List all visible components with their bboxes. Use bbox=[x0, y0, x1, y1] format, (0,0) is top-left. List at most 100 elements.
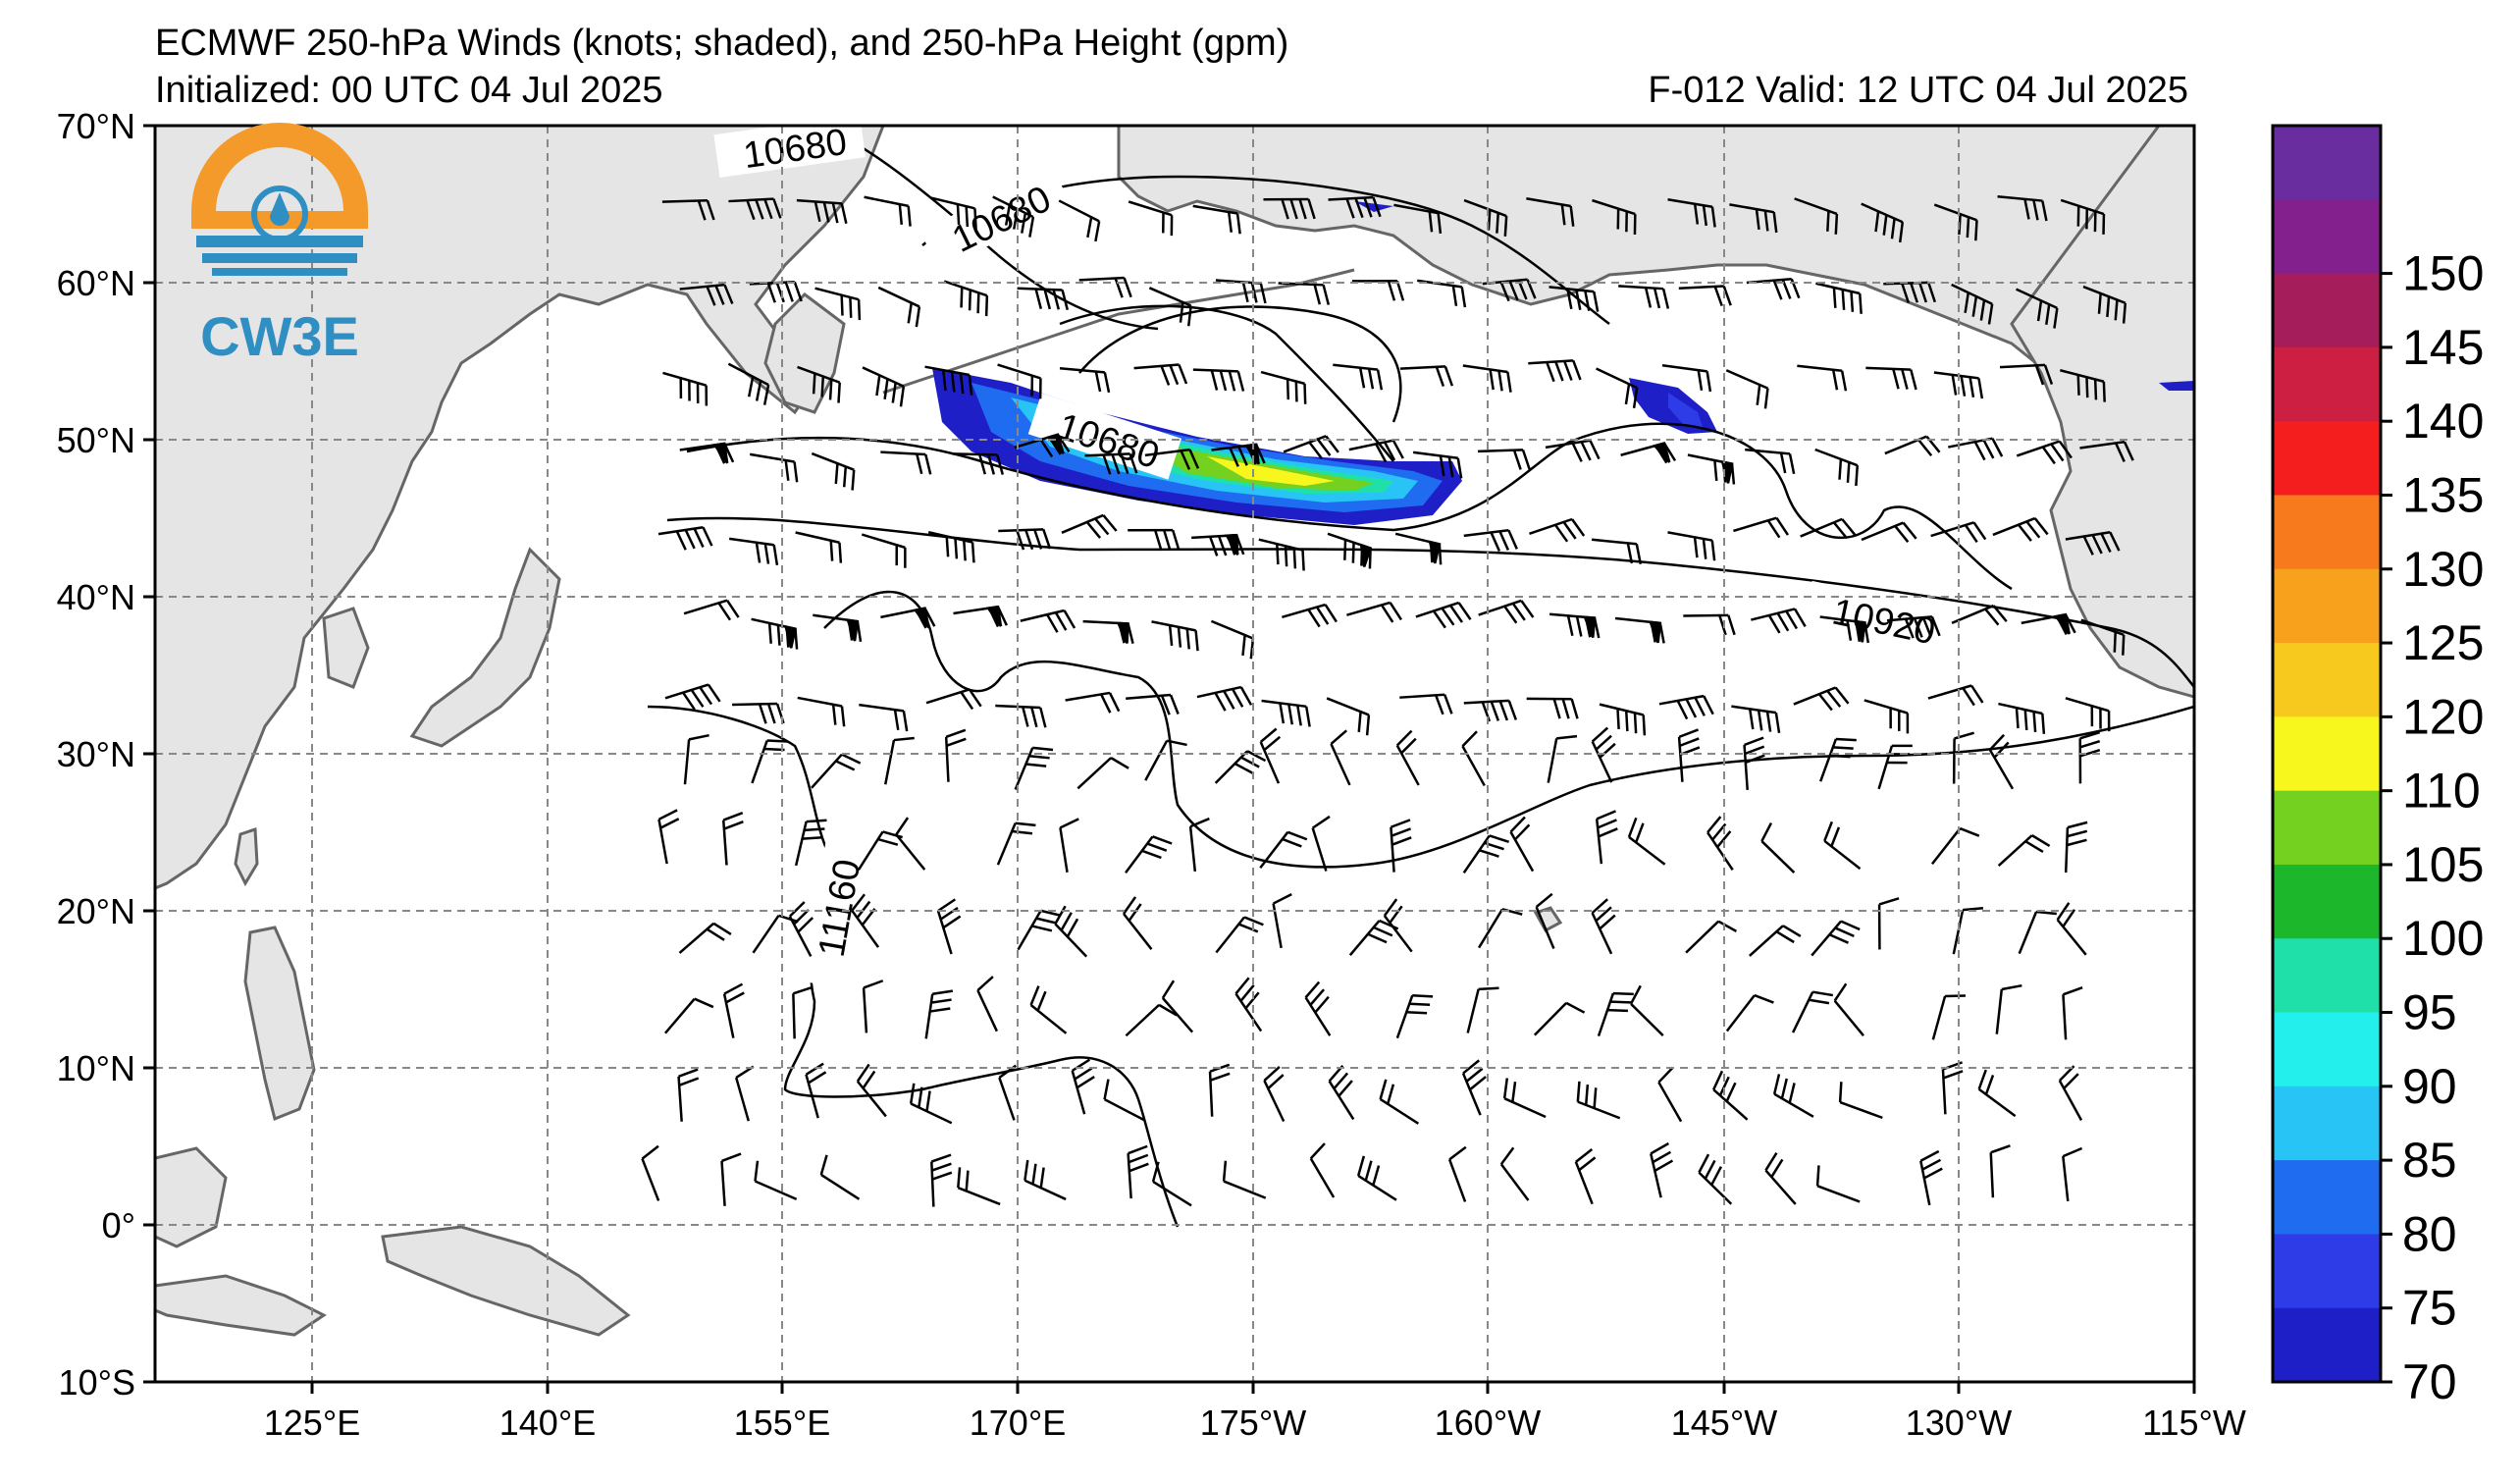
wind-barb bbox=[1995, 983, 2022, 1034]
wind-barb bbox=[1791, 990, 1834, 1033]
colorbar-band bbox=[2273, 273, 2381, 348]
colorbar-band bbox=[2273, 346, 2381, 422]
wind-barb bbox=[1549, 286, 1600, 312]
wind-barb bbox=[721, 812, 744, 866]
colorbar-label: 80 bbox=[2402, 1206, 2457, 1261]
wind-barb bbox=[1071, 1058, 1095, 1115]
wind-barb bbox=[1477, 449, 1531, 470]
wind-barb bbox=[1745, 448, 1796, 475]
wind-barb bbox=[859, 703, 909, 732]
wind-barb bbox=[1065, 691, 1121, 714]
wind-barb bbox=[1346, 601, 1402, 623]
wind-barb bbox=[1304, 980, 1332, 1036]
wind-barb bbox=[1930, 521, 1987, 543]
land-aleutians bbox=[882, 268, 1355, 395]
wind-barb bbox=[1144, 739, 1187, 781]
wind-barb bbox=[2060, 198, 2106, 235]
wind-barb bbox=[2065, 697, 2111, 732]
wind-barb bbox=[1311, 815, 1331, 872]
wind-barb bbox=[909, 1083, 953, 1125]
wind-barb bbox=[1667, 198, 1716, 228]
wind-barb bbox=[1919, 1149, 1943, 1206]
wind-barb bbox=[1215, 916, 1264, 954]
wind-barb bbox=[1547, 734, 1578, 783]
wind-barb bbox=[1819, 615, 1870, 644]
wind-barb bbox=[1309, 1142, 1336, 1198]
colorbar-label: 145 bbox=[2402, 320, 2484, 375]
wind-barb bbox=[728, 537, 779, 566]
land-borneo bbox=[155, 1146, 228, 1248]
wind-barb bbox=[811, 451, 856, 491]
wind-barb bbox=[1997, 194, 2048, 222]
colorbar-label: 125 bbox=[2402, 615, 2484, 670]
map-panel: 10680 10680 10680 10920 11160 bbox=[155, 126, 2194, 1382]
colorbar-band bbox=[2273, 1012, 2381, 1087]
colorbar-band bbox=[2273, 1160, 2381, 1235]
wind-barb bbox=[1698, 1153, 1733, 1205]
wind-barb bbox=[1861, 202, 1905, 243]
wind-barb bbox=[1535, 892, 1555, 949]
wind-barb bbox=[2078, 731, 2101, 784]
lat-label: 10°N bbox=[57, 1048, 135, 1088]
valid-time: F-012 Valid: 12 UTC 04 Jul 2025 bbox=[1648, 70, 2188, 111]
cw3e-logo: CW3E bbox=[191, 123, 368, 367]
wind-barb bbox=[2056, 902, 2087, 956]
wind-barb bbox=[1998, 702, 2046, 734]
lat-labels: 70°N 60°N 50°N 40°N 30°N 20°N 10°N 0° 10… bbox=[57, 106, 135, 1403]
wind-barb bbox=[1599, 703, 1647, 736]
wind-barb bbox=[1529, 517, 1586, 543]
colorbar-label: 90 bbox=[2402, 1059, 2457, 1114]
colorbar-band bbox=[2273, 568, 2381, 644]
wind-barb bbox=[1533, 1001, 1586, 1036]
wind-barb bbox=[1988, 733, 2015, 790]
wind-barb bbox=[1017, 909, 1062, 951]
wind-barb bbox=[1818, 737, 1857, 782]
colorbar-label: 120 bbox=[2402, 689, 2484, 744]
colorbar-band bbox=[2273, 938, 2381, 1014]
wind-barb bbox=[1667, 531, 1716, 561]
wind-barb bbox=[1992, 516, 2049, 542]
wind-barb bbox=[1989, 1144, 2011, 1198]
wind-barb bbox=[998, 528, 1052, 551]
wind-barb bbox=[1499, 1146, 1530, 1201]
wind-barb bbox=[1815, 1165, 1861, 1203]
wind-barb bbox=[1328, 1064, 1355, 1121]
wind-barb bbox=[722, 982, 745, 1038]
wind-barb bbox=[1574, 1147, 1597, 1205]
wind-barb bbox=[1877, 897, 1900, 950]
wind-barbs bbox=[641, 194, 2134, 1207]
wind-barb bbox=[1259, 727, 1282, 784]
wind-barb bbox=[1017, 287, 1070, 310]
lon-label: 125°E bbox=[264, 1403, 360, 1443]
colorbar-label: 85 bbox=[2402, 1133, 2457, 1188]
wind-barb bbox=[1161, 980, 1194, 1033]
lat-label: 30°N bbox=[57, 734, 135, 774]
wind-barb bbox=[976, 976, 999, 1033]
wind-barb bbox=[811, 753, 862, 789]
wind-barb bbox=[1618, 285, 1670, 309]
lon-label: 175°W bbox=[1200, 1403, 1306, 1443]
wind-barb bbox=[732, 702, 785, 724]
wind-barb bbox=[936, 898, 962, 955]
wind-barb bbox=[1258, 538, 1305, 571]
wind-barb bbox=[2079, 440, 2134, 462]
wind-barb bbox=[1591, 538, 1643, 565]
wind-barb bbox=[1772, 1074, 1814, 1118]
wind-barb bbox=[1760, 821, 1796, 874]
gridlines bbox=[155, 126, 2194, 1382]
wind-barb bbox=[1192, 368, 1245, 392]
wind-barb bbox=[1462, 364, 1512, 393]
colorbar-band bbox=[2273, 1086, 2381, 1161]
wind-barb bbox=[1356, 1155, 1397, 1201]
wind-barb bbox=[1260, 370, 1307, 404]
wind-barb bbox=[1952, 907, 1984, 955]
wind-barb bbox=[2062, 1146, 2083, 1201]
wind-barb bbox=[727, 362, 770, 405]
wind-barb bbox=[1977, 1069, 2017, 1118]
lat-label: 20°N bbox=[57, 891, 135, 931]
wind-barb bbox=[924, 365, 973, 396]
wind-barb bbox=[1379, 1079, 1420, 1125]
wind-barb bbox=[2082, 285, 2127, 324]
wind-barb bbox=[1328, 195, 1382, 219]
wind-barb bbox=[795, 531, 843, 563]
